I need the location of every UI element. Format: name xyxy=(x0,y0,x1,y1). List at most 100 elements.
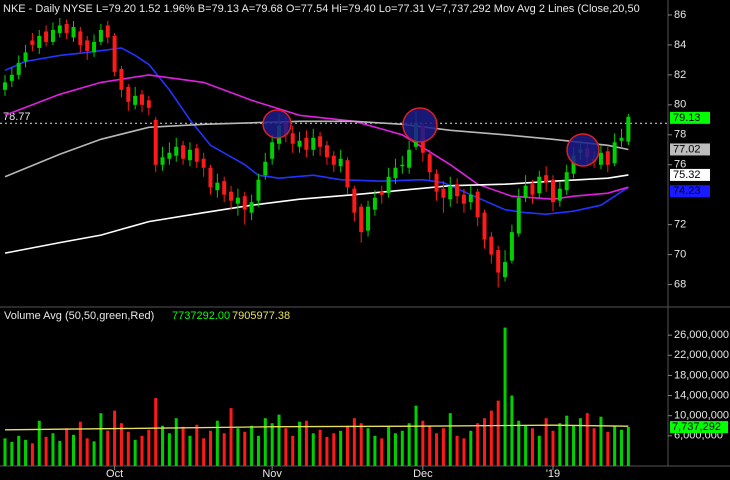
volume-bar xyxy=(250,425,254,466)
volume-bar xyxy=(359,423,363,466)
candle-body xyxy=(208,167,213,188)
candle-body xyxy=(297,140,302,147)
volume-bar xyxy=(455,435,459,466)
volume-bar xyxy=(140,435,144,466)
volume-bar xyxy=(209,430,212,466)
volume-bar xyxy=(30,443,34,466)
x-tick-label: Dec xyxy=(413,468,433,480)
volume-bar xyxy=(256,435,260,466)
volume-legend-value: 7737292.00 xyxy=(172,310,230,322)
candle-body xyxy=(174,146,179,156)
candle-body xyxy=(407,149,412,168)
candle-body xyxy=(222,181,227,195)
candle-body xyxy=(434,173,439,192)
candle-body xyxy=(311,137,316,150)
volume-bar xyxy=(24,439,28,466)
volume-bar xyxy=(346,425,349,466)
candle-body xyxy=(427,154,432,173)
volume-bar xyxy=(113,410,117,466)
volume-bar xyxy=(161,425,165,466)
volume-bar xyxy=(72,434,75,466)
candle-body xyxy=(270,142,275,159)
volume-bar xyxy=(78,421,82,466)
annotation-circles xyxy=(262,107,600,167)
candle-body xyxy=(530,184,535,195)
y-tick-label: 86 xyxy=(674,9,686,21)
price-label-box xyxy=(670,185,710,198)
volume-bar xyxy=(277,414,281,466)
volume-bar xyxy=(448,413,452,466)
y-tick-label: 78 xyxy=(674,129,686,141)
volume-title: Volume Avg (50,50,green,Red) xyxy=(4,310,154,322)
volume-bar xyxy=(524,425,528,466)
volume-bar xyxy=(229,408,233,466)
candle-body xyxy=(71,26,76,38)
volume-bar xyxy=(380,438,384,466)
volume-bar xyxy=(407,423,411,466)
volume-bar xyxy=(133,439,137,466)
volume-bar xyxy=(174,418,178,466)
candle-body xyxy=(112,35,117,72)
candle-body xyxy=(126,86,131,102)
candle-body xyxy=(564,172,569,191)
volume-bar xyxy=(85,438,89,466)
moving-average xyxy=(4,47,629,216)
candle-body xyxy=(324,145,329,158)
volume-bar xyxy=(606,431,610,466)
volume-bar xyxy=(92,441,96,466)
candle-body xyxy=(400,164,405,167)
volume-bar xyxy=(599,416,603,466)
candle-body xyxy=(105,25,110,38)
candle-body xyxy=(441,188,446,198)
candle-body xyxy=(3,82,7,90)
volume-bar xyxy=(578,418,582,466)
volume-bar xyxy=(332,433,336,466)
annotation-circle xyxy=(566,133,600,167)
volume-label-box xyxy=(670,421,728,434)
candle-body xyxy=(57,25,62,33)
volume-bar xyxy=(620,429,623,466)
price-label: 75.32 xyxy=(673,169,701,181)
volume-bar xyxy=(263,418,267,466)
volume-bar xyxy=(51,433,55,466)
moving-average xyxy=(4,120,629,178)
volume-bar xyxy=(215,420,219,466)
volume-bar xyxy=(126,431,130,466)
volume-bar xyxy=(441,428,445,466)
volume-bar xyxy=(58,440,62,466)
price-label: 79.13 xyxy=(673,112,701,124)
candle-body xyxy=(455,184,460,197)
y-tick-label: 76 xyxy=(674,159,686,171)
volume-bar xyxy=(284,428,288,466)
volume-bar xyxy=(65,428,69,466)
candle-body xyxy=(160,157,165,165)
candle-body xyxy=(201,158,206,168)
volume-bar xyxy=(339,430,343,466)
candle-body xyxy=(448,185,453,200)
price-label: 74.23 xyxy=(673,185,701,197)
candle-body xyxy=(619,137,624,141)
candle-body xyxy=(626,116,631,142)
volume-bar xyxy=(243,431,247,466)
volume-bar xyxy=(311,433,315,466)
candle-body xyxy=(23,52,28,62)
candle-body xyxy=(37,35,42,48)
candle-body xyxy=(140,94,144,105)
volume-bar xyxy=(304,420,308,466)
price-label: 77.02 xyxy=(673,143,701,155)
volume-bar xyxy=(414,405,418,466)
y-tick-label: 10,000,000 xyxy=(674,410,729,422)
y-tick-label: 80 xyxy=(674,99,686,111)
volume-bar xyxy=(188,435,192,466)
candle-body xyxy=(612,142,617,164)
volume-bar xyxy=(17,435,21,466)
candle-body xyxy=(187,149,192,161)
candle-body xyxy=(482,212,487,240)
candle-body xyxy=(181,145,186,159)
volume-bar xyxy=(572,425,576,466)
volume-bar xyxy=(428,425,432,466)
chart-title: NKE - Daily NYSE L=79.20 1.52 1.96% B=79… xyxy=(3,3,640,15)
volume-bar xyxy=(373,435,377,466)
candle-body xyxy=(331,155,336,165)
